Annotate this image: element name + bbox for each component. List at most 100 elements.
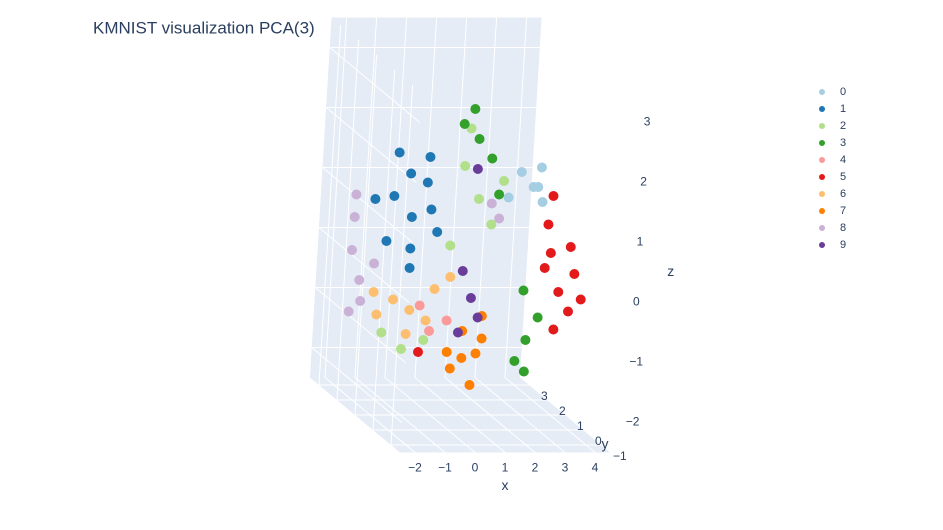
legend-label[interactable]: 0: [840, 86, 846, 98]
point: [355, 296, 366, 306]
point: [486, 198, 497, 209]
tick-label: −2: [626, 415, 640, 429]
grid-line: [318, 24, 342, 386]
point: [569, 269, 580, 279]
y-axis-title: y: [602, 436, 609, 452]
x-axis-title: x: [502, 477, 509, 493]
grid-line: [322, 167, 413, 243]
point: [472, 164, 483, 174]
point: [400, 329, 411, 339]
grid-line: [414, 17, 438, 378]
point: [474, 134, 485, 144]
legend-marker[interactable]: [819, 191, 825, 197]
point: [394, 147, 405, 158]
point: [414, 300, 425, 311]
grid-line: [329, 47, 421, 123]
point: [509, 356, 520, 366]
point: [371, 309, 382, 320]
chart-title: KMNIST visualization PCA(3): [93, 18, 315, 37]
grid-line: [372, 69, 396, 431]
point: [445, 240, 456, 251]
legend-label[interactable]: 1: [840, 103, 846, 115]
point: [406, 168, 417, 179]
point: [460, 161, 471, 171]
point: [539, 263, 550, 273]
point: [441, 347, 452, 357]
point: [575, 294, 586, 305]
legend-marker[interactable]: [819, 89, 825, 95]
point: [388, 294, 399, 305]
point: [464, 380, 475, 390]
point: [533, 182, 544, 192]
point: [459, 119, 470, 129]
point: [426, 204, 437, 215]
legend-label[interactable]: 9: [840, 239, 846, 251]
point: [545, 248, 556, 258]
legend-marker[interactable]: [819, 174, 825, 180]
point: [425, 152, 436, 162]
point: [354, 275, 365, 285]
grid-line: [315, 287, 406, 363]
tick-label: 0: [595, 434, 602, 448]
grid-line: [504, 17, 528, 378]
point: [445, 272, 456, 282]
point: [536, 162, 547, 173]
tick-label: 2: [532, 461, 539, 475]
point: [347, 245, 357, 255]
point: [472, 312, 483, 323]
point: [429, 284, 440, 294]
point: [516, 167, 527, 177]
tick-label: 1: [637, 235, 644, 249]
tick-label: 3: [541, 389, 548, 403]
legend-label[interactable]: 6: [840, 188, 846, 200]
legend-marker[interactable]: [819, 140, 825, 146]
legend-label[interactable]: 3: [840, 137, 846, 149]
legend-marker[interactable]: [819, 225, 825, 231]
legend-marker[interactable]: [819, 208, 825, 214]
legend-marker[interactable]: [819, 157, 825, 163]
point: [444, 363, 455, 374]
grid-line: [354, 17, 378, 378]
legend-label[interactable]: 4: [840, 154, 846, 166]
tick-label: 2: [559, 404, 566, 418]
point: [457, 266, 468, 276]
point: [499, 176, 510, 186]
point: [381, 236, 392, 246]
legend-marker[interactable]: [819, 123, 825, 129]
point: [494, 189, 505, 200]
legend-label[interactable]: 5: [840, 171, 846, 183]
point: [424, 326, 435, 336]
point: [503, 192, 514, 203]
tick-label: 0: [633, 295, 640, 309]
tick-label: 4: [592, 461, 599, 475]
grid-line: [324, 17, 348, 378]
z-axis-title: z: [667, 263, 674, 279]
legend-marker[interactable]: [819, 242, 825, 248]
point: [470, 348, 481, 359]
grid-line: [318, 227, 410, 303]
point: [406, 212, 417, 222]
point: [370, 194, 381, 204]
point: [422, 177, 433, 188]
grid-line: [336, 39, 360, 401]
point: [456, 353, 467, 363]
point: [405, 243, 416, 254]
point: [376, 327, 387, 338]
point: [404, 263, 415, 273]
point: [543, 219, 554, 230]
point: [487, 153, 498, 164]
grid-line: [354, 54, 378, 416]
legend-marker[interactable]: [819, 106, 825, 112]
legend-label[interactable]: 2: [840, 120, 846, 132]
point: [420, 315, 431, 326]
point: [389, 191, 400, 201]
tick-label: −1: [438, 461, 452, 475]
point: [537, 197, 548, 207]
point: [404, 305, 415, 315]
point: [349, 212, 360, 222]
legend-label[interactable]: 8: [840, 222, 846, 234]
point: [473, 194, 484, 204]
point: [563, 306, 573, 317]
legend-label[interactable]: 7: [840, 205, 846, 217]
